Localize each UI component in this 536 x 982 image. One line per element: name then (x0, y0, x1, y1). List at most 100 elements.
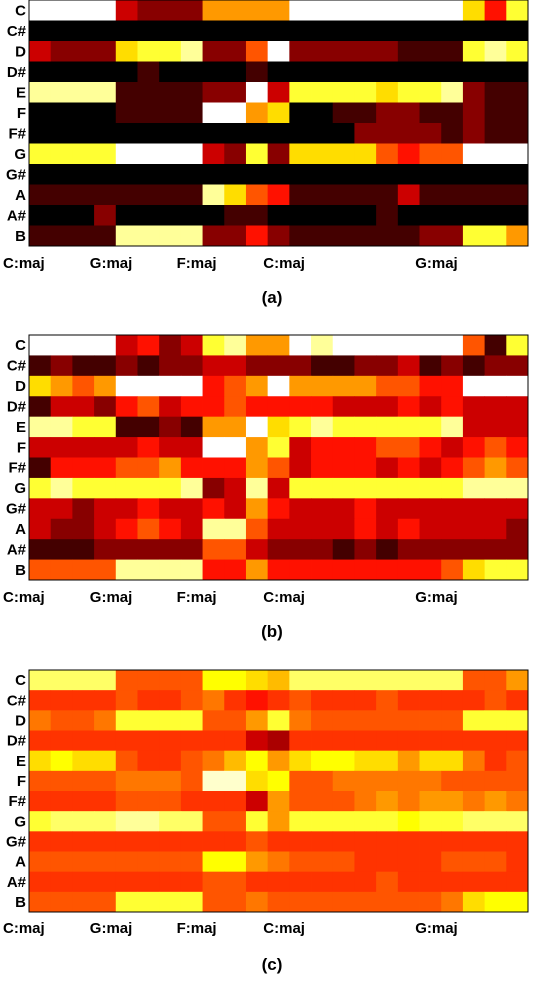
heatmap-cell (506, 82, 529, 103)
heatmap-cell (224, 82, 247, 103)
heatmap-cell (224, 750, 247, 772)
panel-caption: (a) (262, 288, 283, 307)
heatmap-cell (506, 0, 529, 21)
heatmap-cell (376, 102, 399, 124)
heatmap-cell (289, 225, 312, 247)
heatmap-cell (29, 0, 52, 21)
row-label: A (15, 187, 26, 204)
heatmap-cell (354, 518, 377, 540)
heatmap-cell (137, 750, 160, 772)
heatmap-cell (441, 102, 464, 124)
heatmap-cell (50, 225, 73, 247)
heatmap-cell (159, 396, 182, 418)
heatmap-cell (50, 791, 73, 812)
heatmap-cell (441, 61, 464, 83)
heatmap-cell (484, 710, 507, 731)
heatmap-cell (484, 891, 507, 913)
heatmap-cell (50, 891, 73, 913)
heatmap-cell (94, 891, 117, 913)
heatmap-cell (311, 20, 334, 42)
heatmap-cell (354, 164, 377, 185)
heatmap-cell (484, 750, 507, 772)
heatmap-cell (419, 375, 442, 397)
heatmap-cell (137, 61, 160, 83)
heatmap-cell (506, 770, 529, 792)
heatmap-cell (94, 20, 117, 42)
heatmap-cell (29, 102, 52, 124)
heatmap-cell (332, 0, 355, 21)
heatmap-cell (462, 123, 486, 144)
x-tick-label: G:maj (90, 589, 133, 606)
x-tick-label: G:maj (415, 589, 458, 606)
heatmap-cell (332, 791, 355, 812)
heatmap-cell (245, 102, 269, 124)
heatmap-cell (245, 396, 269, 418)
heatmap-cell (50, 670, 73, 691)
heatmap-cell (419, 559, 442, 581)
heatmap-cell (289, 41, 312, 62)
heatmap-cell (462, 851, 486, 873)
heatmap-cell (289, 457, 312, 479)
row-label: B (15, 228, 26, 245)
heatmap-cell (94, 102, 117, 124)
heatmap-cell (376, 730, 399, 752)
heatmap-cell (50, 205, 73, 226)
heatmap-cell (462, 539, 486, 560)
heatmap-cell (376, 225, 399, 247)
heatmap-cell (354, 750, 377, 772)
heatmap-cell (94, 871, 117, 893)
heatmap-cell (397, 559, 420, 581)
heatmap-cell (376, 416, 399, 438)
heatmap-cell (289, 335, 312, 356)
heatmap-cell (159, 730, 182, 752)
heatmap-cell (354, 123, 377, 144)
heatmap-cell (311, 123, 334, 144)
heatmap-cell (267, 791, 290, 812)
heatmap-cell (94, 710, 117, 731)
heatmap-cell (289, 811, 312, 832)
heatmap-cell (29, 205, 52, 226)
heatmap-cell (462, 831, 486, 852)
heatmap-cell (267, 811, 290, 832)
heatmap-cell (419, 20, 442, 42)
row-label: F (17, 439, 26, 456)
row-label: C# (7, 692, 27, 709)
heatmap-cell (484, 102, 507, 124)
heatmap-cell (115, 498, 138, 520)
heatmap-cell (332, 82, 355, 103)
heatmap-cell (137, 457, 160, 479)
row-label: B (15, 894, 26, 911)
heatmap-cell (354, 184, 377, 206)
heatmap-cell (419, 0, 442, 21)
heatmap-cell (202, 82, 225, 103)
heatmap-cell (484, 82, 507, 103)
heatmap-cell (245, 559, 269, 581)
heatmap-cell (462, 750, 486, 772)
heatmap-cell (224, 396, 247, 418)
heatmap-cell (332, 670, 355, 691)
heatmap-cell (224, 41, 247, 62)
x-tick-label: F:maj (177, 255, 217, 272)
heatmap-cell (50, 20, 73, 42)
heatmap-cell (29, 225, 52, 247)
heatmap-cell (180, 0, 203, 21)
heatmap-cell (462, 891, 486, 913)
heatmap-cell (224, 123, 247, 144)
heatmap-cell (115, 559, 138, 581)
heatmap-cell (397, 730, 420, 752)
heatmap-cell (462, 143, 486, 165)
heatmap-cell (180, 102, 203, 124)
heatmap-cell (245, 416, 269, 438)
heatmap-cell (224, 205, 247, 226)
heatmap-cell (180, 770, 203, 792)
heatmap-cell (50, 750, 73, 772)
row-label: C (15, 337, 26, 354)
heatmap-cell (202, 164, 225, 185)
heatmap-cell (397, 335, 420, 356)
heatmap-cell (50, 123, 73, 144)
heatmap-cell (159, 184, 182, 206)
heatmap-cell (29, 891, 52, 913)
heatmap-cell (332, 61, 355, 83)
heatmap-cell (94, 335, 117, 356)
heatmap-cell (484, 871, 507, 893)
